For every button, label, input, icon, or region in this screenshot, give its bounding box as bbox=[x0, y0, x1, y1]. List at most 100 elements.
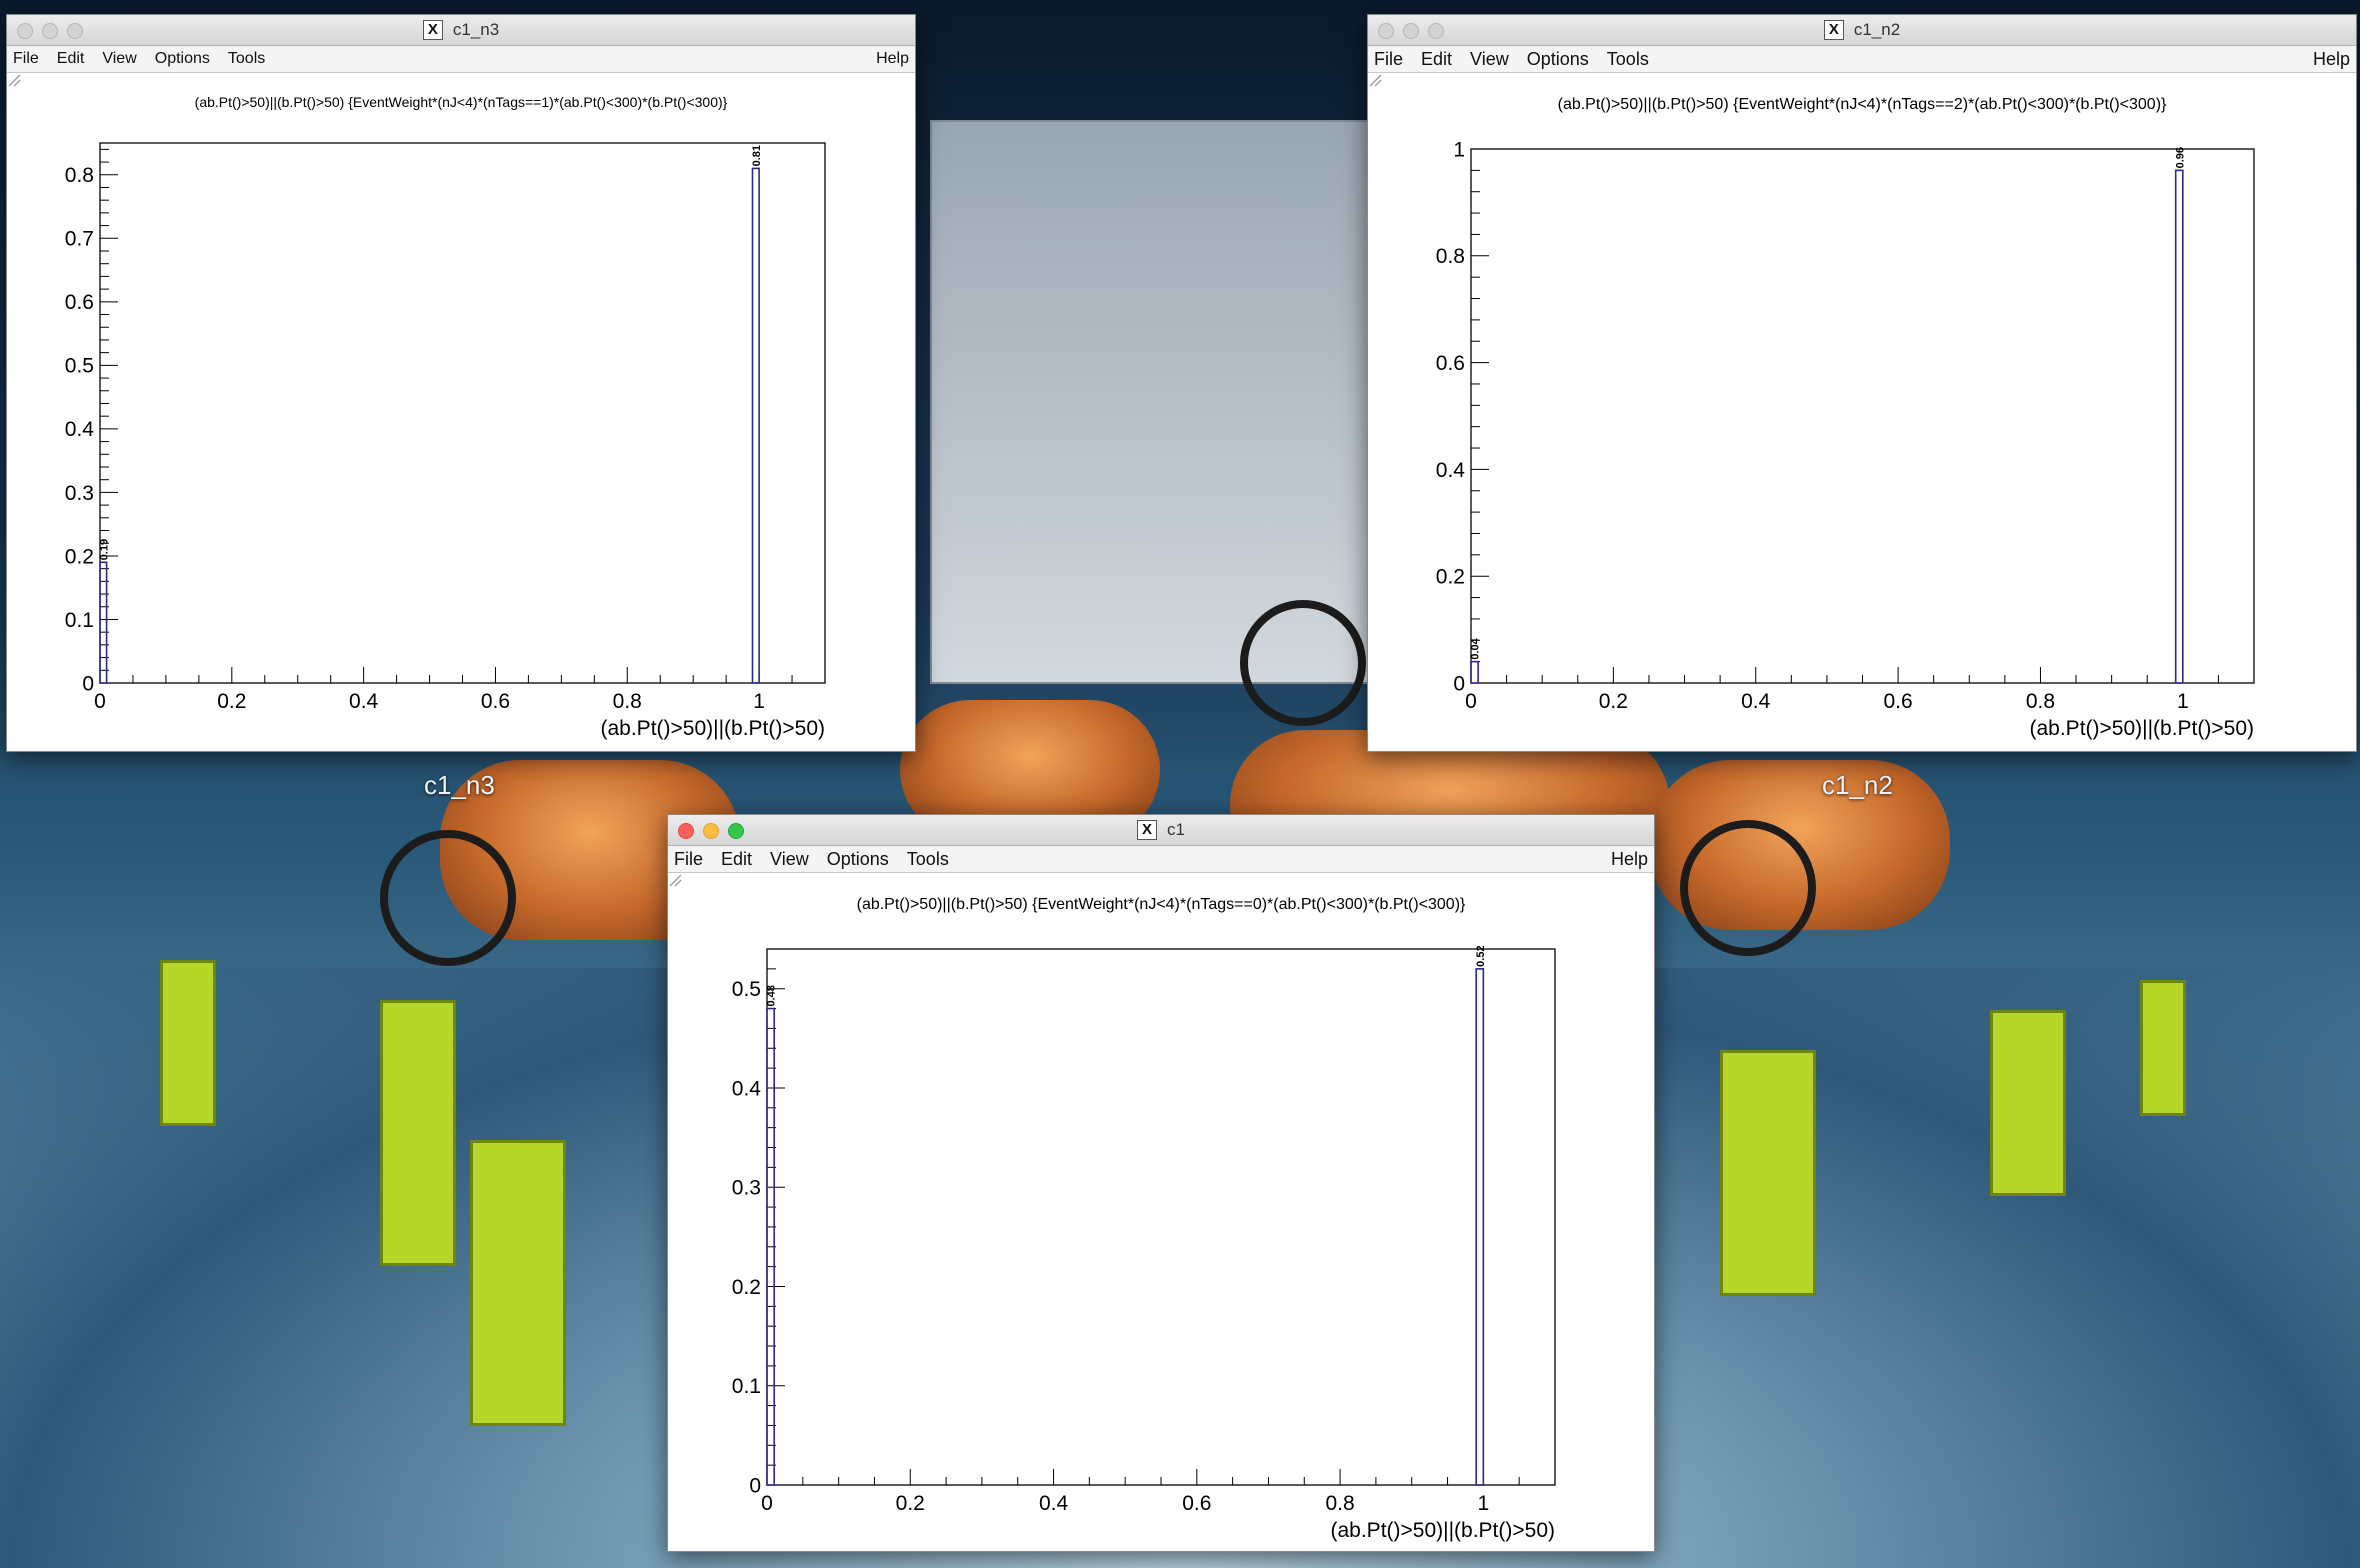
window-title: c1_n2 bbox=[1853, 20, 1901, 39]
window-titlebar[interactable]: X c1 bbox=[668, 815, 1654, 846]
zoom-button[interactable] bbox=[728, 823, 744, 839]
plot-frame bbox=[99, 142, 826, 684]
x-tick-label: 1 bbox=[753, 690, 765, 713]
plot-frame bbox=[766, 948, 1556, 1486]
resize-grip-icon[interactable] bbox=[1368, 73, 1382, 87]
menu-view[interactable]: View bbox=[770, 848, 809, 869]
background-support-stand bbox=[1720, 1050, 1816, 1296]
menu-help[interactable]: Help bbox=[1610, 848, 1648, 869]
zoom-button[interactable] bbox=[1428, 23, 1444, 39]
menu-tools[interactable]: Tools bbox=[906, 848, 949, 869]
menu-options[interactable]: Options bbox=[154, 50, 210, 67]
menu-options[interactable]: Options bbox=[1526, 48, 1589, 69]
x-tick-label: 0.4 bbox=[1741, 690, 1771, 713]
y-tick-label: 0 bbox=[749, 1474, 761, 1497]
bin-value-label: 0.96 bbox=[2174, 147, 2186, 168]
x-tick-label: 0.6 bbox=[481, 690, 510, 713]
y-tick-label: 1 bbox=[1453, 138, 1465, 161]
window-c1[interactable]: X c1 File Edit View Options Tools Help (… bbox=[667, 814, 1655, 1552]
y-tick-label: 0.5 bbox=[65, 355, 94, 378]
plot-title: (ab.Pt()>50)||(b.Pt()>50) {EventWeight*(… bbox=[857, 896, 1466, 913]
minimize-button[interactable] bbox=[703, 823, 719, 839]
plot-title: (ab.Pt()>50)||(b.Pt()>50) {EventWeight*(… bbox=[195, 94, 728, 110]
plot-frame bbox=[1470, 148, 2255, 684]
menu-help[interactable]: Help bbox=[876, 50, 909, 67]
y-tick-label: 0.1 bbox=[732, 1375, 761, 1398]
x11-icon: X bbox=[1137, 820, 1158, 840]
window-c1-n2[interactable]: X c1_n2 File Edit View Options Tools Hel… bbox=[1367, 14, 2357, 752]
close-button[interactable] bbox=[17, 23, 33, 39]
x-axis-title: (ab.Pt()>50)||(b.Pt()>50) bbox=[1331, 1519, 1556, 1542]
y-tick-label: 0.1 bbox=[65, 609, 94, 632]
zoom-button[interactable] bbox=[67, 23, 83, 39]
plot-canvas[interactable]: (ab.Pt()>50)||(b.Pt()>50) {EventWeight*(… bbox=[668, 873, 1654, 1551]
window-title: c1_n3 bbox=[452, 20, 500, 39]
y-tick-label: 0.3 bbox=[65, 482, 94, 505]
menu-tools[interactable]: Tools bbox=[1606, 48, 1649, 69]
x-tick-label: 0.8 bbox=[613, 690, 642, 713]
menubar: File Edit View Options Tools Help bbox=[668, 846, 1654, 873]
minimize-button[interactable] bbox=[42, 23, 58, 39]
menu-tools[interactable]: Tools bbox=[227, 50, 266, 67]
histogram-chart: (ab.Pt()>50)||(b.Pt()>50) {EventWeight*(… bbox=[732, 896, 1556, 1542]
x-tick-label: 0.4 bbox=[349, 690, 379, 713]
x-tick-label: 1 bbox=[1478, 1492, 1490, 1515]
menubar: File Edit View Options Tools Help bbox=[1368, 46, 2356, 73]
y-tick-label: 0.4 bbox=[1436, 459, 1466, 482]
background-support-stand bbox=[2140, 980, 2186, 1116]
y-tick-label: 0.7 bbox=[65, 228, 94, 251]
close-button[interactable] bbox=[678, 823, 694, 839]
menu-view[interactable]: View bbox=[1470, 48, 1509, 69]
x11-icon: X bbox=[1823, 20, 1844, 40]
y-tick-label: 0.5 bbox=[732, 978, 761, 1001]
plot-title: (ab.Pt()>50)||(b.Pt()>50) {EventWeight*(… bbox=[1558, 96, 2167, 113]
y-tick-label: 0.2 bbox=[732, 1276, 761, 1299]
y-tick-label: 0.8 bbox=[65, 164, 94, 187]
menu-file[interactable]: File bbox=[1374, 48, 1404, 69]
background-support-stand bbox=[1990, 1010, 2066, 1196]
window-titlebar[interactable]: X c1_n3 bbox=[7, 15, 915, 46]
window-titlebar[interactable]: X c1_n2 bbox=[1368, 15, 2356, 46]
x-tick-label: 0.8 bbox=[1325, 1492, 1354, 1515]
menu-file[interactable]: File bbox=[674, 848, 704, 869]
x-tick-label: 1 bbox=[2177, 690, 2189, 713]
bin-value-label: 0.81 bbox=[751, 145, 763, 166]
bin-value-label: 0.19 bbox=[98, 539, 110, 560]
y-tick-label: 0.4 bbox=[732, 1077, 762, 1100]
window-c1-n3[interactable]: X c1_n3 File Edit View Options Tools Hel… bbox=[6, 14, 916, 752]
x-tick-label: 0.4 bbox=[1039, 1492, 1069, 1515]
menu-edit[interactable]: Edit bbox=[1421, 48, 1453, 69]
menu-options[interactable]: Options bbox=[826, 848, 889, 869]
background-rack bbox=[930, 120, 1374, 684]
histogram-bin bbox=[99, 561, 108, 684]
minimize-button[interactable] bbox=[1403, 23, 1419, 39]
x-axis-title: (ab.Pt()>50)||(b.Pt()>50) bbox=[601, 717, 826, 740]
background-support-stand bbox=[380, 1000, 456, 1266]
background-cable bbox=[1680, 820, 1816, 956]
y-tick-label: 0.2 bbox=[1436, 566, 1465, 589]
menu-help[interactable]: Help bbox=[2312, 48, 2350, 69]
y-tick-label: 0 bbox=[1453, 672, 1465, 695]
histogram-bin bbox=[2174, 169, 2184, 684]
window-controls bbox=[17, 23, 83, 39]
menu-view[interactable]: View bbox=[102, 50, 137, 67]
menu-file[interactable]: File bbox=[13, 50, 39, 67]
resize-grip-icon[interactable] bbox=[7, 73, 21, 87]
plot-canvas[interactable]: (ab.Pt()>50)||(b.Pt()>50) {EventWeight*(… bbox=[7, 73, 915, 751]
background-cable bbox=[380, 830, 516, 966]
histogram-bin bbox=[1475, 968, 1485, 1486]
histogram-bin bbox=[766, 1007, 775, 1486]
desktop-label-c1-n3: c1_n3 bbox=[424, 770, 495, 800]
y-tick-label: 0.6 bbox=[1436, 352, 1465, 375]
histogram-chart: (ab.Pt()>50)||(b.Pt()>50) {EventWeight*(… bbox=[65, 94, 826, 740]
x-tick-label: 0.2 bbox=[896, 1492, 925, 1515]
y-tick-label: 0.4 bbox=[65, 418, 95, 441]
x-tick-label: 0.6 bbox=[1883, 690, 1912, 713]
plot-canvas[interactable]: (ab.Pt()>50)||(b.Pt()>50) {EventWeight*(… bbox=[1368, 73, 2356, 751]
menu-edit[interactable]: Edit bbox=[56, 50, 85, 67]
resize-grip-icon[interactable] bbox=[668, 873, 682, 887]
bin-value-label: 0.52 bbox=[1475, 945, 1487, 966]
menu-edit[interactable]: Edit bbox=[721, 848, 753, 869]
close-button[interactable] bbox=[1378, 23, 1394, 39]
histogram-chart: (ab.Pt()>50)||(b.Pt()>50) {EventWeight*(… bbox=[1436, 96, 2255, 740]
